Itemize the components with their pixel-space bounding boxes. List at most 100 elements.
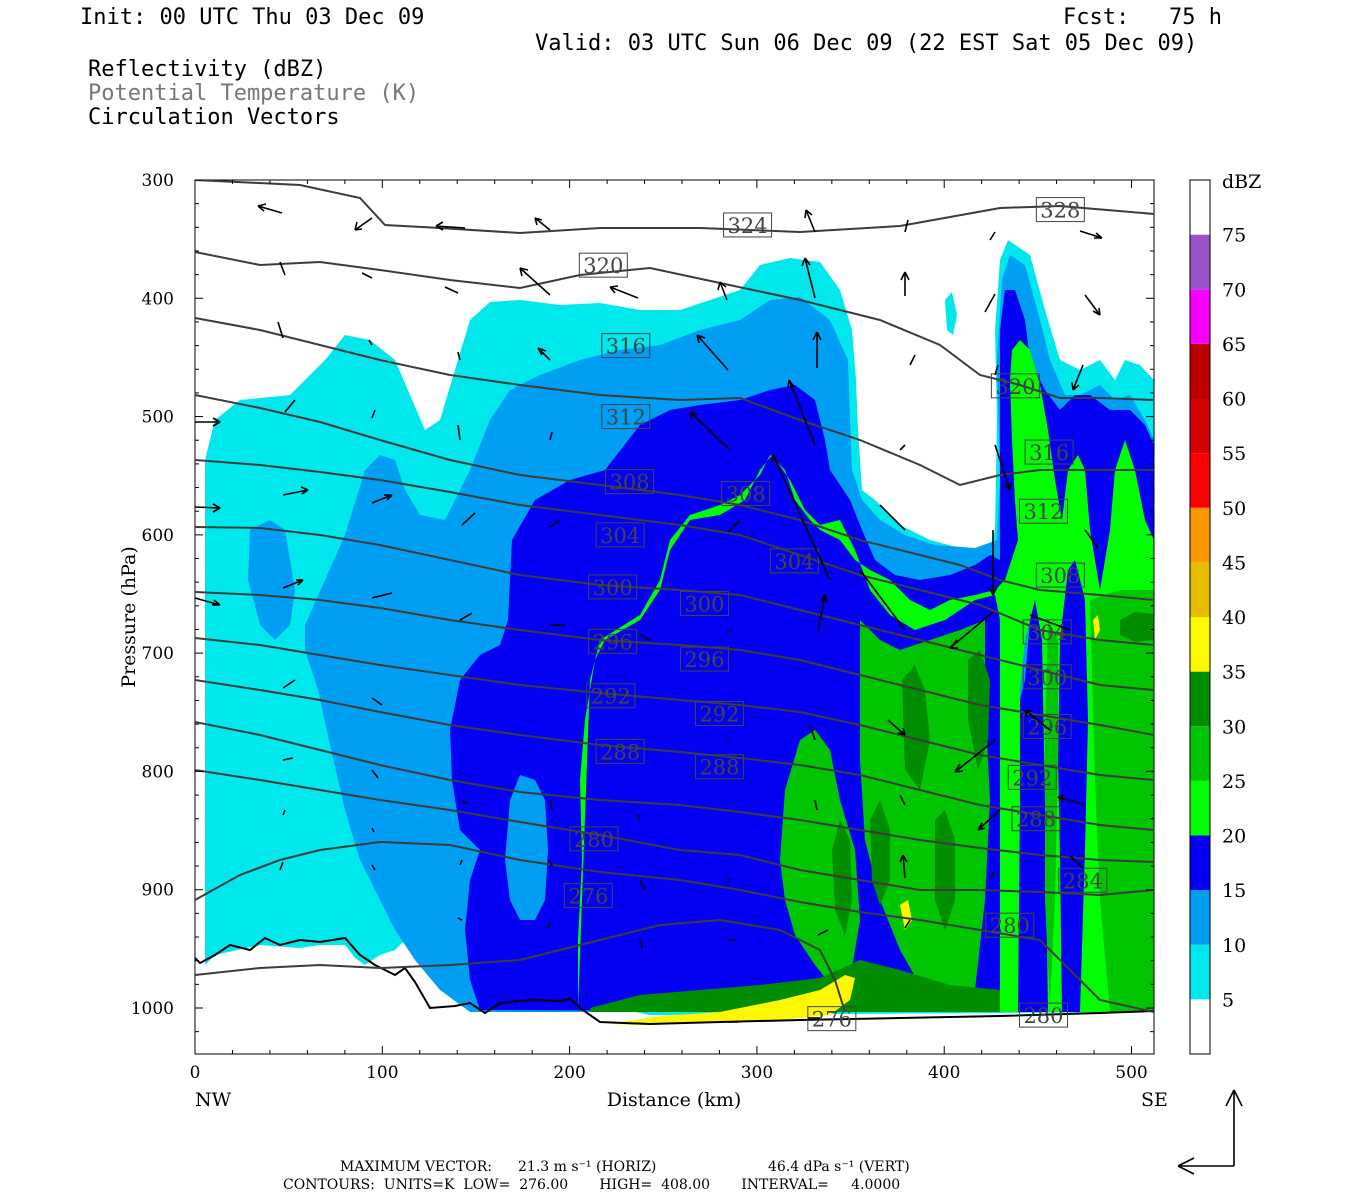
theta-contour-labels: 324 328 320 316 320 312 316 308 308 312 304 304 308 3… [563,197,1108,1032]
y-tick-label: 1000 [131,999,174,1019]
y-tick-label: 400 [142,289,174,309]
theta-label-box [1035,562,1085,588]
theta-label: 284 [1063,869,1103,893]
theta-label-box [601,333,651,359]
colorbar-level-label: 50 [1222,498,1246,520]
max-vector-label: MAXIMUM VECTOR: [340,1159,492,1175]
colorbar-segment [1190,180,1210,235]
theta-label: 300 [684,592,724,616]
colorbar-level-label: 15 [1222,880,1246,902]
theta-label-box [1024,439,1074,465]
colorbar-segment [1190,890,1210,945]
theta-label-box [601,404,651,430]
theta-label: 312 [606,406,646,430]
refl-25dbz-patches [780,590,1154,1012]
theta-label: 304 [1027,621,1067,645]
theta-label-box [588,628,638,654]
theta-label: 292 [699,702,739,726]
refl-30dbz-patches [590,612,1154,1012]
colorbar: 5 10 15 20 25 30 35 40 45 50 55 60 65 70 75 [1189,179,1246,1055]
theta-label-box [1018,1002,1068,1028]
colorbar-level-label: 55 [1222,443,1246,465]
theta-label-box [1035,197,1085,223]
theta-label-box [694,700,744,726]
theta-label-box [985,912,1035,938]
theta-label: 288 [1016,808,1056,832]
theta-label-box [563,883,613,909]
theta-label: 304 [774,550,814,574]
colorbar-level-label: 20 [1222,826,1246,848]
colorbar-segment [1190,999,1210,1054]
refl-10dbz-hole [505,775,548,920]
theta-label-box [1011,806,1061,832]
theta-label-box [595,522,645,548]
theta-label: 296 [684,648,724,672]
theta-label-box [679,590,729,616]
surface-terrain-line [194,936,1155,1026]
colorbar-segment [1190,562,1210,617]
init-time: Init: 00 UTC Thu 03 Dec 09 [80,5,425,30]
colorbar-level-label: 10 [1222,935,1246,957]
colorbar-level-label: 75 [1222,225,1246,247]
theta-label-box [1022,664,1072,690]
colorbar-segment [1190,343,1210,399]
theta-label: 320 [995,375,1035,399]
reflectivity-field [195,240,1154,1054]
theta-label: 276 [568,885,608,909]
x-tick-label: 500 [1115,1063,1147,1083]
colorbar-level-label: 35 [1222,662,1246,684]
theta-label-box [769,548,819,574]
theta-label: 280 [1023,1004,1063,1028]
colorbar-segment [1190,835,1210,891]
theta-label-box [1007,764,1057,790]
y-tick-label: 300 [142,171,174,191]
theta-label-box [605,469,655,495]
theta-label-box [578,252,628,278]
colorbar-segment [1190,780,1210,836]
colorbar-level-label: 60 [1222,389,1246,411]
y-axis-label: Pressure (hPa) [118,546,140,688]
theta-label: 288 [600,740,640,764]
x-right-label: SE [1141,1089,1168,1111]
colorbar-level-label: 25 [1222,771,1246,793]
theta-label-box [586,683,636,709]
colorbar-segment [1190,453,1210,508]
colorbar-segment [1190,944,1210,1000]
theta-label: 276 [812,1008,852,1032]
y-tick-label: 900 [142,881,174,901]
theta-label-box [990,373,1040,399]
refl-5dbz-cell [945,292,957,335]
max-vector-vert: 46.4 dPa s⁻¹ (VERT) [768,1159,910,1175]
colorbar-level-label: 5 [1222,989,1234,1011]
theta-label: 312 [1023,500,1063,524]
x-tick-label: 100 [366,1063,398,1083]
theta-label-box [1058,867,1108,893]
theta-label: 308 [1040,564,1080,588]
reference-vector-icon [1177,1089,1243,1175]
colorbar-segment [1190,671,1210,727]
colorbar-segment [1190,507,1210,563]
x-left-label: NW [195,1089,232,1111]
colorbar-level-label: 65 [1222,334,1246,356]
theta-label: 300 [593,576,633,600]
theta-label: 280 [990,914,1030,938]
theta-label: 280 [574,828,614,852]
colorbar-level-label: 45 [1222,552,1246,574]
x-tick-label: 200 [553,1063,585,1083]
theta-label-box [721,480,771,506]
theta-label-box [1022,619,1072,645]
field-reflectivity: Reflectivity (dBZ) [88,57,327,82]
theta-label: 300 [1027,666,1067,690]
theta-label: 324 [728,214,768,238]
refl-10dbz-area [248,520,295,640]
y-axis: 300 400 500 600 700 800 900 1000 [131,171,1154,1033]
theta-label: 316 [606,335,646,359]
theta-label: 288 [699,756,739,780]
theta-label: 304 [600,524,640,548]
theta-label: 328 [1040,199,1080,223]
theta-label-box [595,738,645,764]
forecast-hour: Fcst: 75 h [1063,5,1222,30]
contour-info: CONTOURS: UNITS=K LOW= 276.00 HIGH= 408.… [283,1177,901,1193]
theta-label: 308 [610,471,650,495]
theta-label: 292 [591,685,631,709]
